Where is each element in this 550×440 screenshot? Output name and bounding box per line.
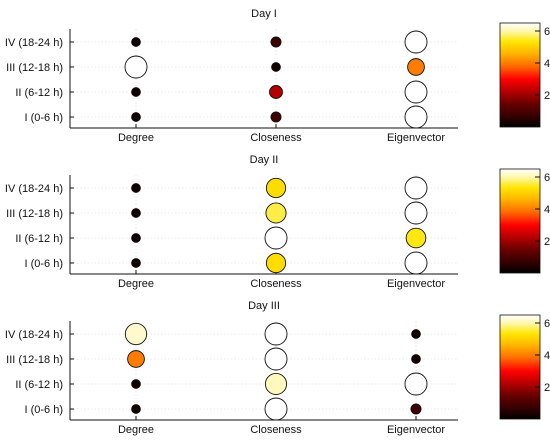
- data-point: [411, 354, 421, 364]
- data-point: [407, 58, 425, 76]
- y-tick-label: III (12-18 h): [6, 62, 63, 74]
- colorbar-tick-label: 40: [544, 58, 550, 70]
- data-point: [264, 347, 288, 371]
- y-tick-label: IV (18-24 h): [5, 183, 63, 195]
- x-tick-label: Closeness: [250, 132, 302, 144]
- data-point: [270, 36, 282, 48]
- colorbar-frame: [499, 168, 541, 274]
- y-tick-label: I (0-6 h): [24, 112, 63, 124]
- data-point: [265, 202, 287, 224]
- y-tick-label: III (12-18 h): [6, 208, 63, 220]
- data-point: [264, 226, 288, 250]
- data-point: [271, 62, 281, 72]
- colorbar-frame: [499, 22, 541, 128]
- colorbar-tick-label: 20: [544, 90, 550, 102]
- x-tick-label: Degree: [118, 132, 154, 144]
- colorbar-tick-label: 60: [544, 318, 550, 330]
- panel-title: Day II: [250, 154, 279, 166]
- panel-title: Day III: [248, 300, 280, 312]
- data-point: [131, 404, 141, 414]
- colorbar-tick-label: 40: [544, 204, 550, 216]
- x-tick-label: Eigenvector: [387, 278, 445, 290]
- data-point: [264, 372, 288, 396]
- panel-title: Day I: [251, 8, 277, 20]
- y-tick-label: I (0-6 h): [24, 258, 63, 270]
- data-point: [269, 85, 283, 99]
- x-tick-label: Degree: [118, 278, 154, 290]
- panel-day-3: Day III I (0-6 h) II (6-12 h) III (12-18 h)…: [5, 300, 550, 436]
- data-point: [264, 322, 288, 346]
- data-point: [131, 258, 141, 268]
- data-point: [411, 329, 421, 339]
- data-point: [404, 176, 428, 200]
- panel-day-1: Day I I (0-6 h) II (6-12 h) III (12-18 h) IV…: [5, 8, 550, 144]
- colorbar-tick-label: 40: [544, 350, 550, 362]
- data-point: [404, 80, 428, 104]
- colorbar-tick-label: 20: [544, 382, 550, 394]
- y-tick-label: I (0-6 h): [24, 404, 63, 416]
- y-tick-label: IV (18-24 h): [5, 37, 63, 49]
- x-tick-label: Closeness: [250, 278, 302, 290]
- data-point: [265, 252, 287, 274]
- colorbar: [500, 169, 540, 273]
- data-point: [124, 322, 148, 346]
- colorbar: [500, 315, 540, 419]
- data-point: [410, 403, 422, 415]
- colorbar: [500, 23, 540, 127]
- x-tick-label: Degree: [118, 424, 154, 436]
- data-point: [404, 105, 428, 129]
- data-point: [131, 112, 141, 122]
- data-point: [264, 397, 288, 421]
- x-tick-label: Closeness: [250, 424, 302, 436]
- data-point: [124, 55, 148, 79]
- colorbar-frame: [499, 314, 541, 420]
- y-tick-label: II (6-12 h): [15, 87, 63, 99]
- data-point: [270, 111, 282, 123]
- data-point: [404, 372, 428, 396]
- y-tick-label: II (6-12 h): [15, 379, 63, 391]
- data-point: [131, 183, 141, 193]
- y-tick-label: II (6-12 h): [15, 233, 63, 245]
- data-point: [405, 227, 427, 249]
- colorbar-tick-label: 60: [544, 26, 550, 38]
- x-tick-label: Eigenvector: [387, 132, 445, 144]
- data-point: [131, 379, 141, 389]
- colorbar-tick-label: 20: [544, 236, 550, 248]
- data-point: [265, 177, 287, 199]
- x-tick-label: Eigenvector: [387, 424, 445, 436]
- data-point: [404, 251, 428, 275]
- y-tick-label: III (12-18 h): [6, 354, 63, 366]
- data-point: [131, 233, 141, 243]
- colorbar-tick-label: 60: [544, 172, 550, 184]
- data-point: [131, 87, 141, 97]
- y-tick-label: IV (18-24 h): [5, 329, 63, 341]
- panel-day-2: Day II I (0-6 h) II (6-12 h) III (12-18 h) I…: [5, 154, 550, 290]
- data-point: [404, 30, 428, 54]
- data-point: [404, 201, 428, 225]
- data-point: [131, 208, 141, 218]
- data-point: [127, 350, 145, 368]
- data-point: [131, 37, 141, 47]
